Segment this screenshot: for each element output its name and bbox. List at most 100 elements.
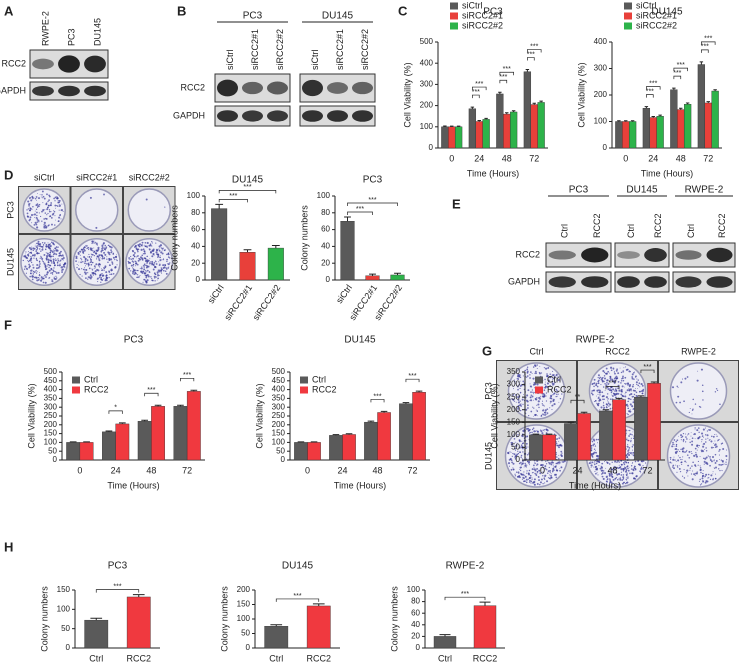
colony [618,473,620,475]
colony [515,445,518,448]
colony [51,213,54,216]
colony [53,276,55,278]
colony [674,444,675,445]
colony [705,480,708,483]
colony [29,196,32,199]
colony [134,272,137,274]
colony [43,226,46,229]
colony [705,438,707,440]
colony [627,368,629,371]
colony [55,253,58,256]
colony [53,210,56,213]
colony [536,465,538,467]
colony [104,244,107,247]
colony [530,431,532,433]
colony [89,258,92,260]
significance-bracket [646,94,654,98]
error-bar [132,594,145,597]
y-tick-label: 0 [246,643,251,652]
colony [626,431,627,433]
blot-band [581,276,609,288]
colony [688,411,690,414]
blot-band [644,248,667,262]
row-label: PC3 [5,201,15,219]
colony [42,281,45,284]
colony [90,258,93,261]
colony [54,250,56,252]
bar [615,121,623,149]
legend-label: Ctrl [84,374,98,384]
colony [533,480,536,484]
error-bar [617,120,621,122]
blot-band [581,247,609,263]
colony [698,445,700,447]
colony [46,208,49,211]
colony [543,395,546,397]
colony [610,472,613,474]
colony [702,457,705,460]
colony [707,455,709,457]
bar [473,605,497,649]
colony [148,244,151,247]
colony [680,381,683,384]
colony [139,268,141,270]
column-label: RCC2 [605,346,630,356]
colony [709,464,711,467]
colony [49,251,52,254]
colony [617,478,619,481]
colony [95,263,98,266]
colony [142,281,144,283]
colony [703,460,706,463]
colony [46,214,48,216]
colony [50,260,53,262]
colony [677,459,680,462]
error-bar [190,389,198,392]
colony [97,265,100,267]
colony [44,274,46,277]
colony [57,249,59,251]
error-bar [177,404,184,407]
colony [25,272,27,274]
colony [601,473,603,475]
bar [329,435,343,461]
colony [534,462,536,465]
colony [605,467,607,469]
colony [51,279,53,281]
colony [632,431,634,433]
colony [597,393,599,395]
colony [622,476,625,479]
colony [130,264,133,267]
colony [105,246,108,249]
colony [629,409,631,411]
colony [167,252,169,255]
colony [157,269,160,271]
colony [629,388,632,391]
colony [598,389,601,392]
colony [711,435,713,438]
colony [631,472,634,475]
colony [147,265,150,268]
colony [642,468,644,470]
error-bar [685,102,690,105]
colony [47,212,49,214]
colony [525,399,528,402]
colony [136,255,139,257]
colony [47,200,49,203]
colony [624,470,628,473]
colony [642,460,645,462]
colony [533,391,535,394]
colony [613,377,616,380]
colony [539,483,541,486]
colony [96,277,99,280]
colony [622,371,624,373]
colony [621,378,623,380]
colony [709,459,712,461]
y-tick-label: 100 [272,438,286,447]
colony [526,371,529,374]
colony [714,444,716,446]
colony [89,274,92,277]
colony [81,248,84,251]
colony [46,245,50,248]
colony [52,242,55,245]
y-tick-label: 500 [420,37,434,46]
